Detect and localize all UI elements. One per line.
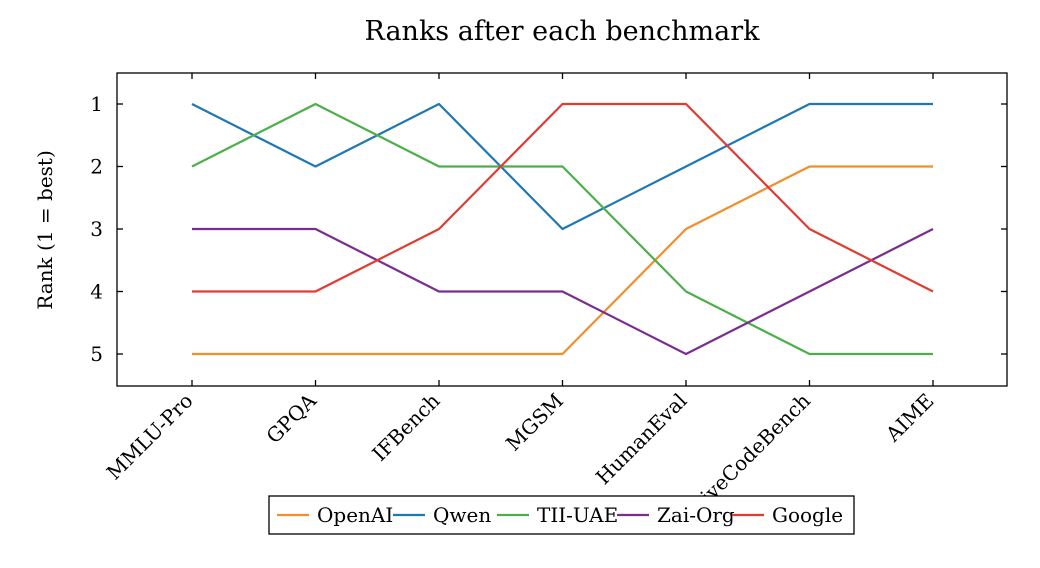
y-tick-label: 3 — [90, 217, 103, 241]
legend-label-google: Google — [772, 503, 843, 527]
x-tick-label: MGSM — [501, 389, 568, 456]
y-axis: 1 2 3 4 5 — [90, 92, 1007, 366]
series-line-qwen — [191, 102, 933, 231]
y-tick-label: 5 — [90, 342, 103, 366]
y-tick-label: 2 — [90, 155, 103, 179]
x-tick-label: AIME — [880, 389, 938, 447]
legend: OpenAI Qwen TII-UAE Zai-Org Google — [268, 495, 855, 535]
x-tick-label: MMLU-Pro — [102, 389, 198, 485]
legend-label-zai-org: Zai-Org — [657, 503, 735, 527]
chart-title: Ranks after each benchmark — [365, 16, 761, 47]
legend-label-qwen: Qwen — [433, 503, 491, 527]
y-axis-label: Rank (1 = best) — [33, 150, 57, 310]
legend-label-openai: OpenAI — [317, 503, 393, 527]
x-tick-label: GPQA — [261, 388, 321, 448]
x-axis: MMLU-Pro GPQA IFBench MGSM HumanEvalLiveCode… — [102, 73, 939, 517]
y-tick-label: 4 — [90, 280, 103, 304]
x-tick-label: IFBench — [367, 388, 444, 465]
series-lines — [191, 102, 934, 356]
series-line-tii-uae — [191, 102, 933, 356]
series-line-zai-org — [192, 227, 934, 356]
y-tick-label: 1 — [90, 92, 103, 116]
x-tick-label: HumanEval — [591, 389, 692, 490]
series-line-google — [192, 102, 934, 293]
series-line-openai — [192, 165, 933, 356]
legend-label-tii-uae: TII-UAE — [537, 503, 618, 527]
